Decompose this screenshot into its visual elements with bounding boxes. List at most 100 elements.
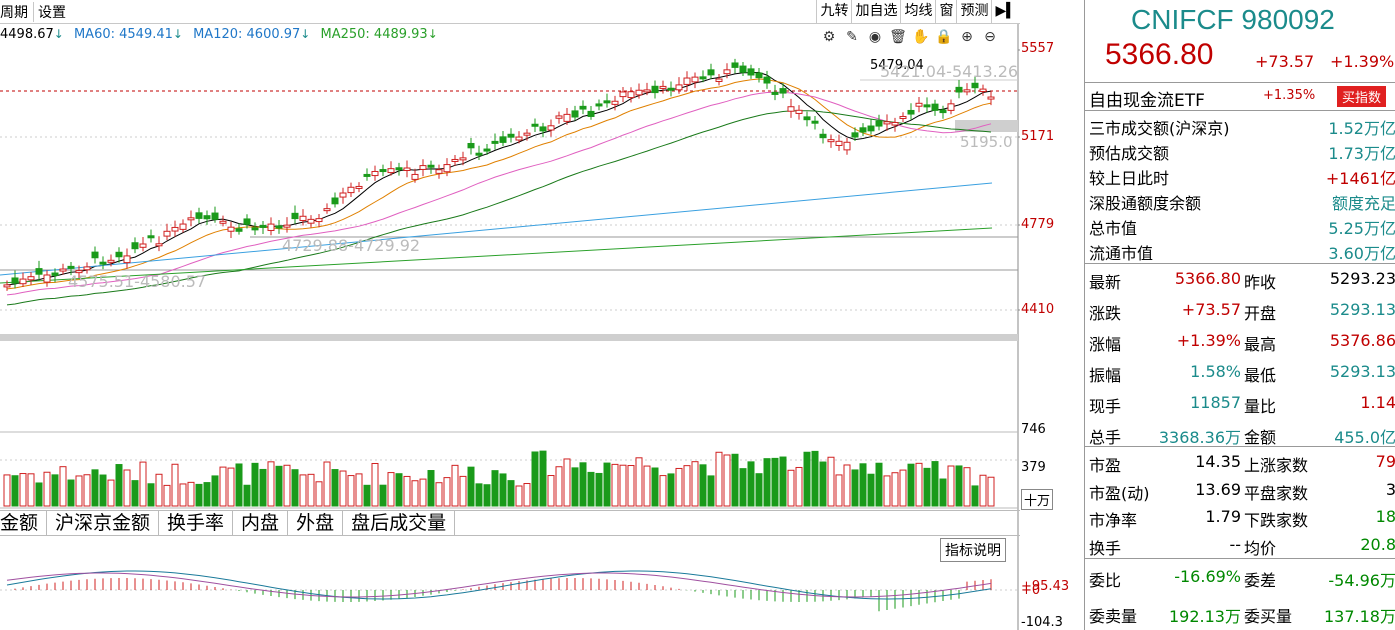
chart-tools: ⚙ ✎ ◉ 🗑 ✋ 🔒 ⊕ ⊖ xyxy=(820,28,999,46)
volume-bar xyxy=(315,481,323,507)
kline-chart[interactable] xyxy=(0,0,1020,630)
candle xyxy=(395,167,403,171)
volume-bar xyxy=(403,475,411,507)
candle xyxy=(875,120,883,127)
candle xyxy=(867,125,875,132)
price-axis-label: 5557 xyxy=(1021,41,1055,56)
jiuzhuan-button[interactable]: 九转 xyxy=(816,0,851,23)
candle xyxy=(179,223,187,230)
tab-amount[interactable]: 金额 xyxy=(0,511,48,535)
etf-change-pct: +1.35% xyxy=(1263,88,1316,103)
volume-bar xyxy=(923,467,931,507)
candle xyxy=(675,84,683,91)
candle xyxy=(291,212,299,220)
candle xyxy=(315,218,323,223)
lock-icon[interactable]: 🔒 xyxy=(935,29,953,45)
volume-bar xyxy=(259,468,267,507)
candle xyxy=(83,266,91,271)
trash-icon[interactable]: 🗑 xyxy=(889,29,907,45)
volume-bar xyxy=(459,475,467,507)
tab-shsz-amount[interactable]: 沪深京金额 xyxy=(47,511,160,535)
ma-legend-item: MA120: 4600.97↓ xyxy=(193,27,311,42)
candle xyxy=(411,173,419,180)
volume-bar xyxy=(179,483,187,507)
tab-turnover[interactable]: 换手率 xyxy=(159,511,234,535)
volume-bar xyxy=(283,464,291,507)
quote-panel: CNIFCF 980092 5366.80 +73.57 +1.39% 自由现金… xyxy=(1084,0,1395,630)
forecast-button[interactable]: 预测 xyxy=(956,0,991,23)
volume-bar xyxy=(227,467,235,507)
volume-bar xyxy=(139,461,147,507)
candle xyxy=(443,164,451,173)
candle xyxy=(859,127,867,133)
volume-bar xyxy=(555,466,563,507)
quote-value: -- xyxy=(1229,534,1241,554)
quote-label: 委卖量 xyxy=(1089,607,1138,626)
tab-inner-volume[interactable]: 内盘 xyxy=(233,511,289,535)
quote-label: 上涨家数 xyxy=(1244,456,1309,475)
market-row-value: 额度充足 xyxy=(1331,194,1395,213)
quote-value: 13.69 xyxy=(1195,479,1241,499)
settings-menu[interactable]: 设置 xyxy=(33,2,66,22)
eye-icon[interactable]: ◉ xyxy=(868,29,882,45)
volume-bar xyxy=(875,462,883,507)
ma-line xyxy=(6,71,992,286)
quote-value: 455.0亿 xyxy=(1334,428,1395,447)
candle xyxy=(259,224,267,228)
volume-bar xyxy=(371,462,379,507)
quote-label: 换手 xyxy=(1089,538,1122,558)
candle xyxy=(587,110,595,117)
tab-outer-volume[interactable]: 外盘 xyxy=(288,511,344,535)
volume-bar xyxy=(811,450,819,507)
quote-label: 涨幅 xyxy=(1089,335,1122,354)
zoom-out-icon[interactable]: ⊖ xyxy=(984,29,996,45)
price-change-pct: +1.39% xyxy=(1330,52,1395,71)
candle xyxy=(851,132,859,138)
volume-bar xyxy=(635,457,643,507)
add-watchlist-button[interactable]: 加自选 xyxy=(851,0,900,23)
candle xyxy=(267,223,275,231)
buy-index-button[interactable]: 买指数 xyxy=(1337,86,1387,107)
candle xyxy=(435,169,443,174)
volume-bar xyxy=(91,469,99,507)
collapse-panel-icon[interactable]: ▶▍ xyxy=(991,0,1020,23)
macd-line xyxy=(6,570,992,600)
volume-bar xyxy=(155,473,163,507)
indicator-help-button[interactable]: 指标说明 xyxy=(940,538,1006,562)
volume-bar xyxy=(683,465,691,507)
volume-bar xyxy=(363,484,371,507)
volume-bar xyxy=(99,474,107,507)
market-row-value: 3.60万亿 xyxy=(1328,244,1395,263)
candle xyxy=(19,278,27,285)
tab-after-hours-volume[interactable]: 盘后成交量 xyxy=(343,511,456,535)
quote-value: 5293.23 xyxy=(1329,269,1395,288)
quote-value: 192.13万 xyxy=(1169,607,1241,626)
volume-bar xyxy=(163,484,171,507)
market-row-value: 1.73万亿 xyxy=(1328,144,1395,163)
ma-button[interactable]: 均线 xyxy=(900,0,935,23)
volume-bar xyxy=(987,476,995,507)
volume-bar xyxy=(723,454,731,507)
volume-bar xyxy=(771,457,779,507)
candle xyxy=(491,140,499,144)
quote-label: 金额 xyxy=(1244,428,1277,447)
period-menu[interactable]: 周期 xyxy=(0,5,28,21)
hand-icon[interactable]: ✋ xyxy=(912,29,930,45)
window-button[interactable]: 窗 xyxy=(935,0,956,23)
candle xyxy=(339,192,347,198)
volume-bar xyxy=(27,473,35,507)
quote-label: 市盈(动) xyxy=(1089,483,1150,503)
candle xyxy=(843,141,851,151)
etf-link[interactable]: 自由现金流ETF xyxy=(1089,91,1205,111)
settings-icon[interactable]: ⚙ xyxy=(822,29,836,45)
candle xyxy=(507,133,515,138)
volume-bar xyxy=(851,469,859,507)
zoom-in-icon[interactable]: ⊕ xyxy=(961,29,973,45)
volume-bar xyxy=(915,462,923,507)
candle xyxy=(947,103,955,111)
pen-icon[interactable]: ✎ xyxy=(846,29,858,45)
price-axis-label: 5171 xyxy=(1021,129,1055,144)
candle xyxy=(795,109,803,114)
market-row-value: 5.25万亿 xyxy=(1328,219,1395,238)
volume-bar xyxy=(619,464,627,507)
